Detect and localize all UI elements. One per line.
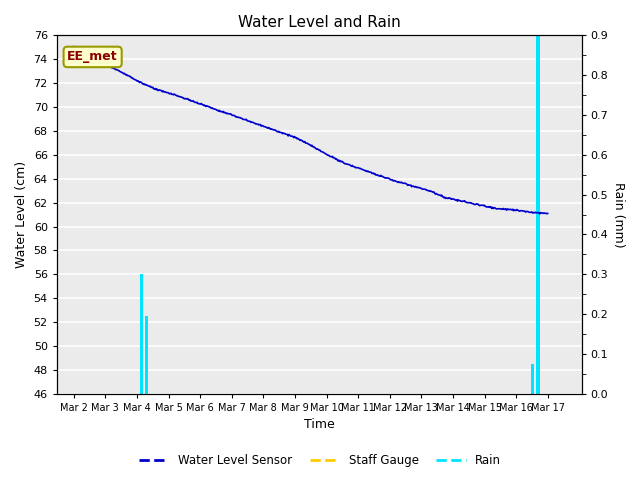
Bar bbox=[145, 316, 148, 394]
Legend: Water Level Sensor, Staff Gauge, Rain: Water Level Sensor, Staff Gauge, Rain bbox=[134, 449, 506, 472]
Y-axis label: Water Level (cm): Water Level (cm) bbox=[15, 161, 28, 268]
Bar bbox=[140, 275, 143, 394]
Title: Water Level and Rain: Water Level and Rain bbox=[238, 15, 401, 30]
X-axis label: Time: Time bbox=[304, 419, 335, 432]
Y-axis label: Rain (mm): Rain (mm) bbox=[612, 182, 625, 247]
Text: EE_met: EE_met bbox=[67, 50, 118, 63]
Bar bbox=[536, 36, 540, 394]
Bar bbox=[531, 364, 534, 394]
